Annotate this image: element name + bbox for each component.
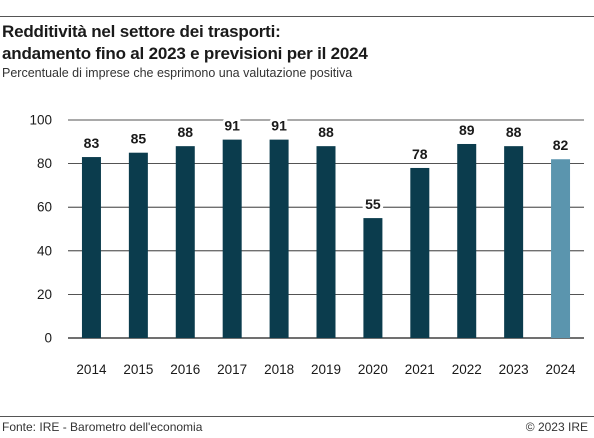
data-label-2019: 88 [318,124,334,140]
x-tick-label-2014: 2014 [76,362,107,377]
data-label-2021: 78 [412,146,428,162]
bar-2022 [457,143,477,338]
bar-2020 [363,218,383,338]
x-tick-label-2018: 2018 [264,362,294,377]
y-tick-label: 60 [37,200,52,215]
x-tick-label-2021: 2021 [405,362,435,377]
bottom-rule [0,416,594,417]
bar-2021 [410,167,430,338]
bar-2014 [81,157,101,338]
x-tick-label-2015: 2015 [123,362,153,377]
chart-subtitle: Percentuale di imprese che esprimono una… [2,66,353,80]
bar-2024 [551,159,571,338]
bar-chart: 0 20 40 60 80 100 83 85 88 91 91 88 55 78 89 88 82 2014… [29,113,584,377]
chart-title-line-2: andamento fino al 2023 e previsioni per … [2,44,368,63]
data-label-2024: 82 [553,137,569,153]
x-tick-label-2017: 2017 [217,362,247,377]
source-note: Fonte: IRE - Barometro dell'economia [2,420,203,434]
bar-2023 [504,146,524,338]
top-rule [0,16,594,17]
x-tick-label-2024: 2024 [546,362,577,377]
data-label-2017: 91 [224,118,240,134]
data-label-2023: 88 [506,124,522,140]
data-label-2014: 83 [84,135,100,151]
y-tick-label: 100 [29,113,52,128]
data-label-2015: 85 [131,131,147,147]
bar-2015 [128,152,148,338]
x-axis-ticks: 2014 2015 2016 2017 2018 2019 2020 2021 2022 2023… [76,362,576,377]
bar-2016 [175,146,195,338]
y-tick-label: 0 [44,331,52,346]
x-tick-label-2022: 2022 [452,362,482,377]
copyright-note: © 2023 IRE [525,420,588,434]
bars [81,139,571,338]
data-label-2016: 88 [177,124,193,140]
x-tick-label-2020: 2020 [358,362,388,377]
data-label-2022: 89 [459,122,475,138]
bar-2017 [222,139,242,338]
chart-title: Redditività nel settore dei trasporti: a… [2,21,582,65]
data-label-2018: 91 [271,118,287,134]
bar-2019 [316,146,336,338]
data-labels: 83 85 88 91 91 88 55 78 89 88 82 [81,115,572,215]
y-tick-label: 40 [37,243,52,258]
bar-2018 [269,139,289,338]
y-tick-label: 80 [37,156,52,171]
y-tick-label: 20 [37,287,52,302]
x-tick-label-2016: 2016 [170,362,200,377]
data-label-2020: 55 [365,196,381,212]
y-axis-ticks: 0 20 40 60 80 100 [29,113,52,346]
chart-title-line-1: Redditività nel settore dei trasporti: [2,22,281,41]
x-tick-label-2023: 2023 [499,362,529,377]
x-tick-label-2019: 2019 [311,362,341,377]
